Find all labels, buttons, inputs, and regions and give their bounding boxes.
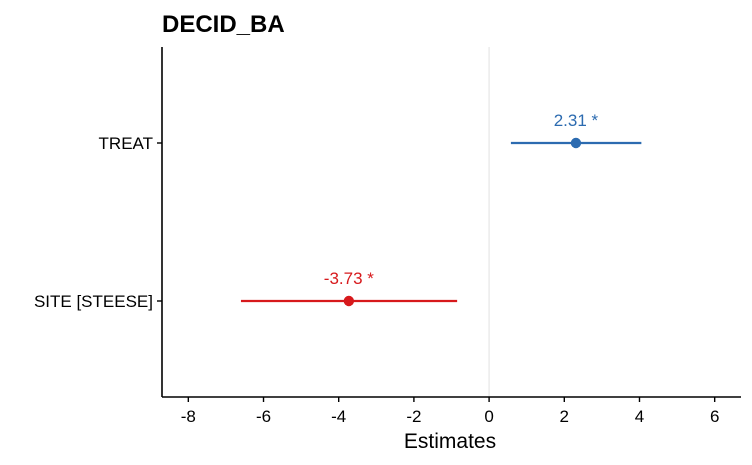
x-tick-label: 4 bbox=[635, 407, 644, 426]
x-tick-label: -2 bbox=[406, 407, 421, 426]
x-axis-ticks: -8 -6 -4 -2 0 2 4 6 bbox=[181, 397, 719, 426]
plot-marks: 2.31 * -3.73 * bbox=[240, 111, 642, 307]
estimate-point bbox=[343, 295, 355, 307]
x-tick-label: -8 bbox=[181, 407, 196, 426]
x-axis-title: Estimates bbox=[404, 430, 496, 453]
y-axis-ticks: TREAT SITE [STEESE] bbox=[34, 134, 162, 311]
chart-title: DECID_BA bbox=[162, 11, 285, 38]
x-tick-label: -6 bbox=[256, 407, 271, 426]
estimate-label: -3.73 * bbox=[324, 269, 374, 288]
estimate-point bbox=[570, 137, 582, 149]
estimate-label: 2.31 * bbox=[554, 111, 599, 130]
y-tick-label: SITE [STEESE] bbox=[34, 292, 153, 311]
x-tick-label: -4 bbox=[331, 407, 346, 426]
x-tick-label: 0 bbox=[484, 407, 493, 426]
x-tick-label: 6 bbox=[710, 407, 719, 426]
x-tick-label: 2 bbox=[560, 407, 569, 426]
y-tick-label: TREAT bbox=[99, 134, 153, 153]
